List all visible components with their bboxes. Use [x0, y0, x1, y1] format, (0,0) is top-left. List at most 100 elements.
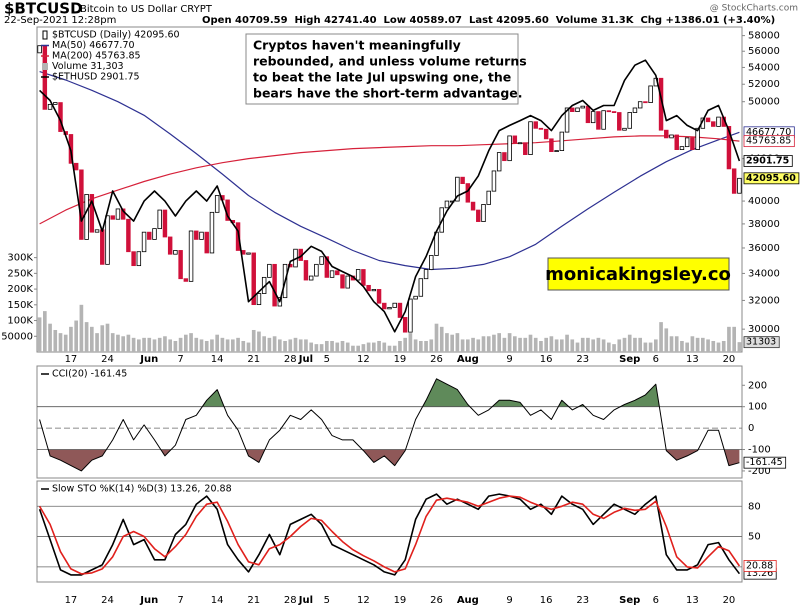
volume-bar [439, 326, 444, 352]
candle [303, 260, 309, 281]
candle [392, 302, 397, 308]
candle [387, 307, 392, 310]
volume-bar [241, 340, 246, 352]
sto-panel [36, 480, 743, 583]
volume-bar [126, 334, 131, 352]
candle [737, 177, 742, 194]
volume-bar [408, 333, 413, 352]
candle [465, 183, 471, 203]
candle [684, 137, 690, 148]
volume-bar [706, 339, 710, 352]
volume-bar [168, 339, 172, 352]
candle [204, 231, 209, 254]
candle [251, 252, 256, 306]
end-label: 2901.75 [746, 155, 789, 166]
candle [643, 101, 648, 104]
indicator-line [39, 378, 740, 472]
candle [627, 112, 632, 129]
volume-bar [335, 342, 340, 352]
candle [194, 230, 199, 240]
volume-bar [199, 339, 204, 352]
volume-bar [272, 336, 277, 352]
quote: Open 40709.59 High 42741.40 Low 40589.07… [202, 15, 775, 26]
legend-label: $BTCUSD (Daily) 42095.60 [52, 30, 180, 41]
moving-average-line [39, 135, 740, 225]
candle [559, 131, 565, 151]
end-label: 20.88 [746, 560, 773, 571]
candle [199, 231, 204, 240]
volume-bar [398, 340, 402, 352]
candle [444, 200, 450, 209]
volume-bar [152, 339, 157, 352]
end-label-box [743, 456, 787, 469]
candle [554, 150, 559, 152]
volume-bar [110, 333, 115, 352]
volume-bar [48, 323, 52, 352]
candle [53, 102, 58, 105]
volume-bar [142, 337, 146, 352]
volume-bar [695, 337, 700, 352]
candle [690, 137, 695, 151]
x-tick-label: 21 [247, 595, 260, 606]
candle [173, 250, 178, 255]
volume-bar [236, 337, 240, 352]
volume-bar [654, 339, 658, 352]
candle [460, 176, 465, 184]
x-tick-label: 7 [177, 595, 183, 606]
volume-bar [403, 337, 407, 352]
candle [695, 127, 700, 151]
volume-bar [455, 333, 460, 352]
volume-bar [528, 334, 533, 352]
end-label-box [743, 336, 780, 349]
end-label: 46677.70 [746, 127, 791, 138]
x-tick-label: 20 [723, 354, 736, 365]
candle [361, 269, 366, 286]
x-tick-label: Jul [298, 354, 313, 365]
x-tick-label: 12 [357, 595, 370, 606]
highlight-text: monicakingsley.co [545, 264, 731, 285]
candle [470, 201, 476, 211]
volume-bar [486, 336, 491, 352]
volume-bar [622, 337, 627, 352]
legend-label: $ETHUSD 2901.75 [52, 72, 140, 83]
volume-bar [648, 342, 653, 352]
y-tick-label: 36000 [748, 243, 780, 254]
end-label: 45763.85 [746, 136, 791, 147]
candle [533, 121, 538, 129]
x-tick-label: 26 [430, 595, 443, 606]
volume-bar [131, 337, 136, 352]
candle [731, 168, 737, 194]
candle [235, 222, 241, 251]
candle [366, 284, 371, 292]
candle [115, 208, 121, 220]
volume-bar [685, 342, 689, 352]
volume-bar [105, 323, 110, 352]
volume-bar [533, 337, 538, 352]
volume-bar [601, 339, 606, 352]
volume-bar [37, 317, 42, 352]
end-label: -161.45 [746, 457, 783, 468]
volume-bar [669, 336, 674, 352]
volume-bar [95, 333, 99, 352]
volume-bar [79, 304, 84, 352]
legend-swatch [42, 30, 48, 40]
volume-bar [43, 311, 47, 352]
annotation-text: to beat the late Jul upswing one, the [253, 70, 511, 85]
volume-tick-label: 100K [7, 316, 33, 327]
x-tick-label: 23 [576, 354, 589, 365]
end-label-box [743, 560, 777, 572]
candle [141, 231, 147, 253]
annotation-text: Cryptos haven't meaningfully [253, 38, 461, 53]
candle [147, 231, 152, 240]
x-tick-label: 5 [324, 354, 330, 365]
volume-bar [643, 342, 648, 352]
x-tick-label: 6 [653, 354, 659, 365]
cci-fill-below [48, 449, 740, 471]
candle [711, 121, 716, 127]
candle [100, 229, 105, 265]
volume-bar [257, 331, 261, 352]
legend-swatch [42, 63, 48, 70]
candle [340, 274, 345, 289]
candle [37, 45, 42, 54]
